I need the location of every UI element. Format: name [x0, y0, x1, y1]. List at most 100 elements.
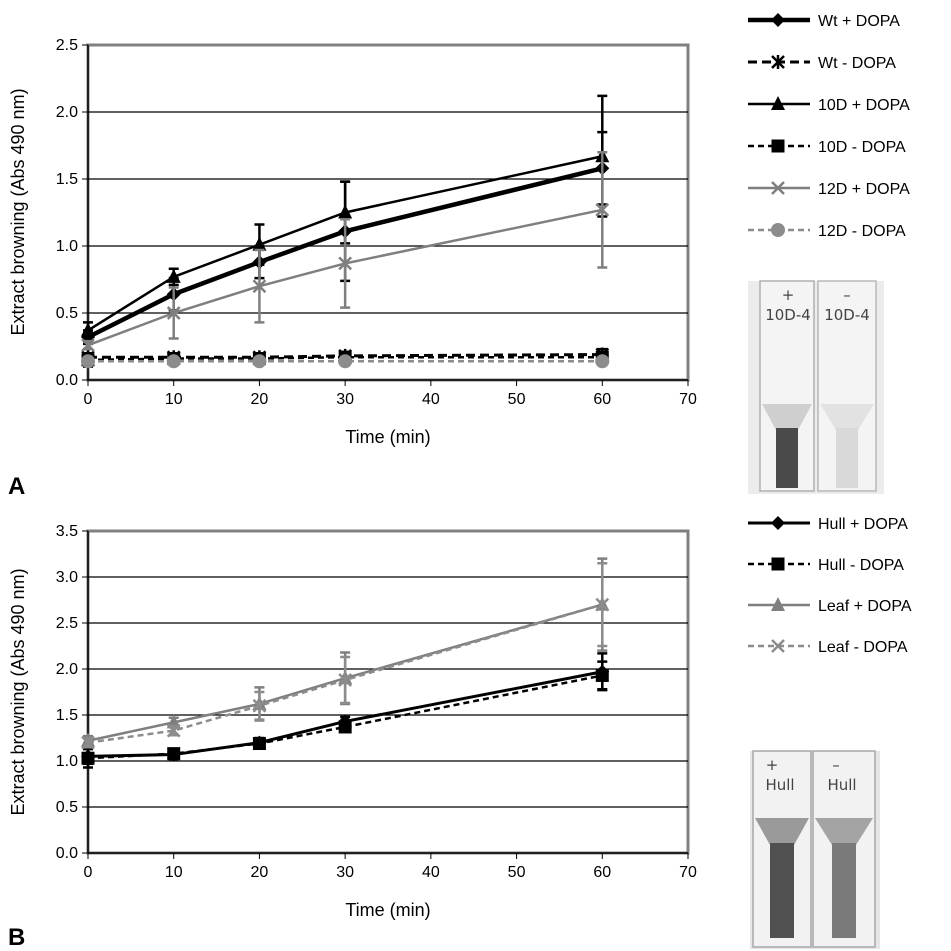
chart-a-series-10d-dopa-point [81, 322, 95, 337]
chart-b-legend-leaf-dopa-label: Leaf + DOPA [818, 598, 912, 615]
chart-a-series-12d-dopa-point [81, 338, 95, 353]
photo-a-left-sign: + [782, 286, 795, 304]
chart-a-legend-10d-dopa-label: 10D + DOPA [818, 97, 910, 114]
chart-b-legend-hull-dopa-swatch-marker [771, 516, 785, 530]
chart-a-y-tick-label: 0.5 [56, 305, 78, 322]
chart-b-y-tick-label: 2.0 [56, 661, 78, 678]
chart-a-x-tick-label: 60 [593, 391, 611, 408]
chart-b-series-leaf-dopa [81, 561, 610, 750]
chart-a-legend-wt-dopa-swatch-marker [771, 55, 785, 69]
chart-a-x-tick-label: 10 [165, 391, 183, 408]
chart-a-legend-10d-dopa-label: 10D - DOPA [818, 139, 906, 156]
chart-a-series-12d-dopa-point [166, 306, 181, 320]
chart-a-y-tick-label: 0.0 [56, 372, 78, 389]
chart-a-legend-10d-dopa: 10D - DOPA [748, 139, 906, 156]
chart-a-series-12d-dopa-point [595, 354, 610, 369]
panel-a-label: A [8, 473, 25, 500]
chart-a-series [81, 94, 610, 369]
chart-b-series-hull-dopa-point [252, 737, 266, 751]
photo-b-right-sign: – [832, 756, 840, 774]
chart-a-x-tick-label: 20 [251, 391, 269, 408]
chart-b-y-tick-label: 2.5 [56, 615, 78, 632]
chart-b-legend-hull-dopa-label: Hull - DOPA [818, 557, 904, 574]
chart-b-series-leaf-dopa-point [595, 597, 610, 612]
chart-a-legend-wt-dopa-label: Wt - DOPA [818, 55, 896, 72]
chart-b-series-hull-dopa-point [595, 668, 609, 682]
cuvette-b-plus-liquid [770, 843, 794, 938]
cuvette-a-minus-liquid [836, 428, 858, 488]
chart-a-legend-12d-dopa: 12D - DOPA [748, 223, 906, 240]
chart-b-x-tick-label: 30 [336, 864, 354, 881]
chart-b-legend: Hull + DOPA Hull - DOPA Leaf + DOPA Leaf - … [748, 516, 912, 656]
chart-a-grid [87, 45, 688, 381]
chart-a-series-12d-dopa-point [252, 354, 267, 369]
chart-b-legend-leaf-dopa: Leaf - DOPA [748, 639, 908, 656]
chart-b-series-hull-dopa-point [167, 747, 181, 761]
chart-b-x-tick-label: 40 [422, 864, 440, 881]
chart-a-x-tick-label: 70 [679, 391, 697, 408]
chart-a: 0.0 0.5 1.0 1.5 2.0 2.5 0 10 20 30 40 50 60 70 Time … [8, 37, 697, 447]
chart-a-legend-wt-dopa: Wt - DOPA [748, 55, 896, 72]
chart-a-y-tick-label: 1.0 [56, 238, 78, 255]
chart-a-legend-wt-dopa-label: Wt + DOPA [818, 13, 900, 30]
chart-a-legend-10d-dopa-swatch-marker [771, 139, 785, 153]
chart-b-x-tick-label: 0 [84, 864, 93, 881]
chart-b-series-hull-dopa [81, 660, 609, 769]
chart-b-legend-hull-dopa: Hull + DOPA [748, 516, 908, 533]
chart-b-y-axis-label: Extract browning (Abs 490 nm) [8, 568, 28, 815]
chart-a-legend-12d-dopa-swatch-marker [771, 223, 785, 237]
chart-b-x-tick-label: 20 [251, 864, 269, 881]
cuvette-photo-a: + 10D-4 – 10D-4 [748, 280, 884, 494]
chart-b-x-axis-label: Time (min) [345, 900, 430, 920]
chart-a-legend-12d-dopa: 12D + DOPA [748, 181, 910, 198]
photo-b-left-code: Hull [765, 776, 794, 794]
chart-b-legend-hull-dopa: Hull - DOPA [748, 557, 904, 574]
chart-a-series-12d-dopa-point [252, 279, 267, 294]
chart-a-x-tick-label: 0 [84, 391, 93, 408]
chart-a-x-tick-label: 30 [336, 391, 354, 408]
chart-b-y-tick-label: 3.5 [56, 523, 78, 540]
chart-b-series-leaf-dopa-point [338, 673, 353, 687]
chart-a-series-12d-dopa [81, 150, 610, 353]
chart-a-series-12d-dopa-point [338, 354, 353, 369]
chart-a-legend-wt-dopa-swatch-marker [771, 13, 785, 27]
chart-b-x-tick-label: 60 [593, 864, 611, 881]
chart-a-legend: Wt + DOPA Wt - DOPA 10D + DOPA 10D - DOPA 12… [748, 13, 910, 240]
chart-a-series-12d-dopa-point [166, 354, 181, 369]
chart-b: 0.0 0.5 1.0 1.5 2.0 2.5 3.0 3.5 0 10 20 30 40 50 60 70… [8, 523, 697, 920]
chart-b-x-ticks: 0 10 20 30 40 50 60 70 [84, 853, 697, 881]
chart-a-series-12d-dopa [81, 354, 610, 369]
chart-a-series-10d-dopa-point [166, 268, 181, 283]
chart-b-legend-leaf-dopa-swatch-marker [771, 639, 785, 653]
chart-b-y-tick-label: 3.0 [56, 569, 78, 586]
chart-a-legend-10d-dopa: 10D + DOPA [748, 96, 910, 114]
chart-b-series-hull-dopa-point [81, 751, 95, 765]
chart-b-y-ticks: 0.0 0.5 1.0 1.5 2.0 2.5 3.0 3.5 [56, 523, 88, 862]
chart-a-y-tick-label: 1.5 [56, 171, 78, 188]
chart-b-series-leaf-dopa-point [166, 723, 181, 738]
chart-a-series-12d-dopa-point [81, 354, 95, 369]
chart-a-series-10d-dopa-point [338, 204, 353, 219]
chart-a-x-ticks: 0 10 20 30 40 50 60 70 [84, 380, 697, 408]
chart-b-series-hull-dopa-point [338, 720, 352, 734]
cuvette-a-plus-liquid [776, 428, 798, 488]
chart-a-x-tick-label: 40 [422, 391, 440, 408]
chart-b-legend-hull-dopa-label: Hull + DOPA [818, 516, 908, 533]
chart-b-y-tick-label: 0.0 [56, 845, 78, 862]
chart-b-series [81, 557, 610, 769]
photo-a-right-code: 10D-4 [824, 306, 870, 324]
chart-b-y-tick-label: 1.5 [56, 707, 78, 724]
chart-a-y-tick-label: 2.0 [56, 104, 78, 121]
chart-b-plot-area [86, 529, 690, 855]
cuvette-b-minus-liquid [832, 843, 856, 938]
chart-b-legend-leaf-dopa-swatch-marker [771, 597, 785, 611]
chart-a-x-axis-label: Time (min) [345, 427, 430, 447]
chart-b-y-tick-label: 0.5 [56, 799, 78, 816]
chart-b-y-tick-label: 1.0 [56, 753, 78, 770]
chart-b-x-tick-label: 10 [165, 864, 183, 881]
chart-a-y-ticks: 0.0 0.5 1.0 1.5 2.0 2.5 [56, 37, 88, 389]
chart-b-x-tick-label: 70 [679, 864, 697, 881]
cuvette-photo-b: + Hull – Hull [750, 750, 880, 949]
chart-a-legend-12d-dopa-label: 12D - DOPA [818, 223, 906, 240]
